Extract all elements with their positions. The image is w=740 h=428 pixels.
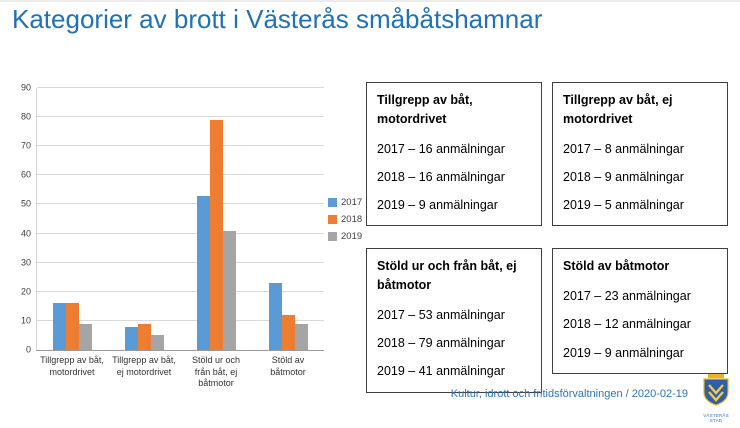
y-tick-label: 60 [20,169,31,180]
info-box-title: Tillgrepp av båt, motordrivet [377,93,473,126]
gridline [37,174,324,176]
x-axis-labels: Tillgrepp av båt, motordrivet Tillgrepp a… [36,355,324,390]
y-tick-label: 10 [20,315,31,326]
bar-group [252,88,324,350]
y-axis: 0 10 20 30 40 50 60 70 80 90 [12,83,36,354]
x-axis-label: Tillgrepp av båt, ej motordrivet [112,355,176,377]
gridline [37,232,324,234]
info-box: Tillgrepp av båt, motordrivet 2017 – 16 a… [366,82,542,227]
bar-2019 [151,335,165,350]
y-tick-label: 90 [20,82,31,93]
bar-group [109,88,181,350]
gridline [37,87,324,88]
x-axis-label: Tillgrepp av båt, motordrivet [40,355,104,377]
legend-swatch [328,214,337,224]
x-axis-label: Stöld ur och från båt, ej båtmotor [191,355,241,389]
footer-caption: Kultur, idrott och fritidsförvaltningen … [450,388,688,400]
info-box-line: 2017 – 53 anmälningar [377,307,505,322]
legend-label: 2017 [341,196,363,208]
bar-2017 [53,303,67,350]
info-box-line: 2018 – 16 anmälningar [377,169,505,184]
vasteras-logo: VÄSTERÅS STAD [700,373,732,423]
bar-2019 [294,323,308,350]
info-box-line: 2018 – 79 anmälningar [377,336,505,350]
info-box-title: Tillgrepp av båt, ej motordrivet [563,93,673,126]
y-tick-label: 50 [20,198,31,209]
bar-2017 [125,326,139,350]
bar-2017 [196,195,210,350]
info-box-line: 2018 – 9 anmälningar [563,169,684,184]
gridline [37,290,324,292]
info-boxes: Tillgrepp av båt, motordrivet 2017 – 16 a… [366,82,728,393]
info-box: Tillgrepp av båt, ej motordrivet 2017 – 8… [552,82,728,227]
bar-2019 [222,230,236,350]
info-box-line: 2019 – 5 anmälningar [563,198,684,212]
chart-main: 0 10 20 30 40 50 60 70 80 90 Tillgrepp av båt, mo… [12,83,364,390]
y-tick-label: 80 [20,111,31,122]
bar-group [37,88,109,350]
plot-area [36,87,324,351]
bar-group [181,88,253,350]
gridline [37,261,324,263]
legend-label: 2018 [341,213,363,225]
bar-chart: 0 10 20 30 40 50 60 70 80 90 Tillgrepp av båt, mo… [12,83,364,400]
legend-item: 2017 [328,197,364,208]
gridline [37,145,324,147]
page-title: Kategorier av brott i Västerås småbåtsha… [12,4,543,34]
y-tick-label: 70 [20,140,31,151]
info-box-line: 2019 – 9 anmälningar [377,198,498,212]
gridline [37,116,324,118]
legend-swatch [328,197,337,207]
info-box-line: 2019 – 41 anmälningar [377,364,505,379]
info-box-title: Stöld ur och från båt, ej båtmotor [377,259,517,292]
info-box: Stöld ur och från båt, ej båtmotor 2017 –… [366,248,542,393]
info-box-line: 2018 – 12 anmälningar [563,317,691,332]
y-tick-label: 40 [20,228,31,239]
coat-of-arms-icon [703,373,729,406]
bar-2017 [268,283,282,350]
bar-2019 [79,323,93,350]
logo-text: VÄSTERÅS STAD [703,413,729,423]
y-tick-label: 30 [20,257,31,268]
bar-2018 [281,315,295,350]
info-box: Stöld av båtmotor 2017 – 23 anmälningar 20… [552,248,728,374]
y-tick-label: 0 [25,344,31,355]
y-tick-label: 20 [20,286,31,297]
bar-2018 [209,120,223,350]
chart-legend: 2017 2018 2019 [324,88,364,350]
info-box-title: Stöld av båtmotor [563,259,670,274]
info-box-line: 2017 – 8 anmälningar [563,141,684,156]
gridline [37,319,324,321]
legend-swatch [328,231,337,241]
legend-item: 2019 [328,231,364,242]
info-box-line: 2017 – 16 anmälningar [377,141,505,156]
info-box-line: 2019 – 9 anmälningar [563,345,684,360]
x-axis-label: Stöld av båtmotor [270,355,306,377]
bar-2018 [66,303,80,350]
legend-item: 2018 [328,214,364,225]
plot-column: Tillgrepp av båt, motordrivet Tillgrepp a… [36,87,324,390]
bar-2018 [138,323,152,350]
info-box-line: 2017 – 23 anmälningar [563,289,691,303]
gridline [37,203,324,205]
legend-label: 2019 [341,230,363,242]
